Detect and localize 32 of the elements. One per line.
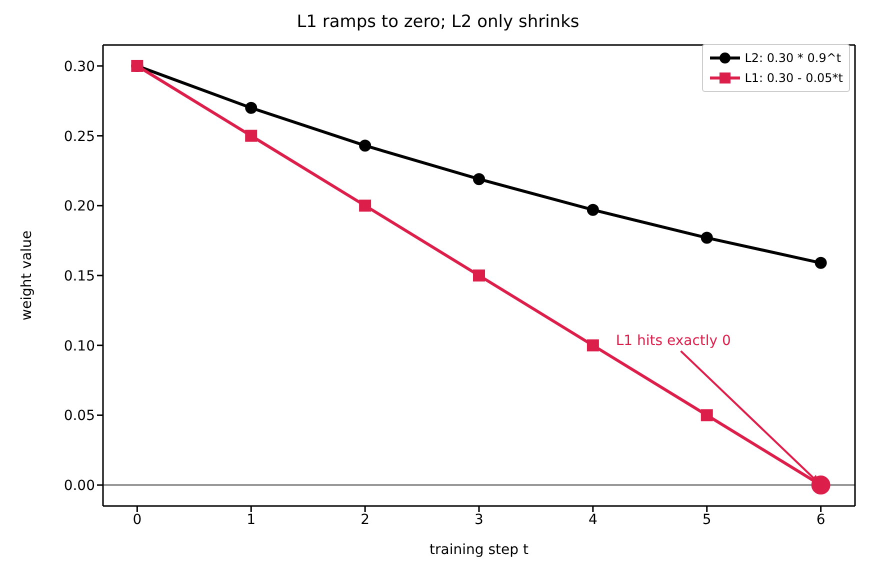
y-tick-label: 0.25 bbox=[64, 128, 95, 145]
point bbox=[359, 140, 372, 152]
y-tick-label: 0.00 bbox=[64, 478, 95, 494]
point bbox=[245, 130, 258, 142]
point bbox=[245, 102, 258, 114]
point bbox=[586, 204, 599, 216]
y-tick-label: 0.10 bbox=[64, 338, 95, 354]
x-tick-label: 5 bbox=[702, 512, 712, 528]
point bbox=[700, 409, 713, 422]
x-tick-label: 4 bbox=[588, 512, 598, 528]
point bbox=[811, 476, 830, 495]
x-tick-label: 1 bbox=[246, 512, 256, 528]
y-tick-label: 0.30 bbox=[64, 58, 95, 75]
point bbox=[700, 232, 713, 244]
y-tick-label: 0.20 bbox=[64, 198, 95, 215]
point bbox=[359, 200, 372, 212]
legend-label: L1: 0.30 - 0.05*t bbox=[744, 71, 843, 85]
x-axis-title: training step t bbox=[430, 542, 529, 558]
chart-title: L1 ramps to zero; L2 only shrinks bbox=[296, 11, 580, 34]
legend-label: L2: 0.30 * 0.9^t bbox=[744, 51, 842, 65]
y-tick-label: 0.05 bbox=[64, 408, 95, 424]
point bbox=[814, 256, 827, 269]
point bbox=[586, 339, 599, 352]
y-axis-title: weight value bbox=[18, 230, 35, 320]
point bbox=[473, 270, 485, 282]
x-tick-label: 0 bbox=[132, 512, 142, 528]
x-tick-label: 3 bbox=[474, 512, 484, 528]
y-tick-label: 0.15 bbox=[64, 268, 95, 284]
annotation: L1 hits exactly 0 bbox=[616, 333, 731, 350]
x-tick-label: 6 bbox=[816, 512, 826, 528]
x-tick-label: 2 bbox=[360, 512, 370, 528]
point bbox=[473, 173, 485, 186]
